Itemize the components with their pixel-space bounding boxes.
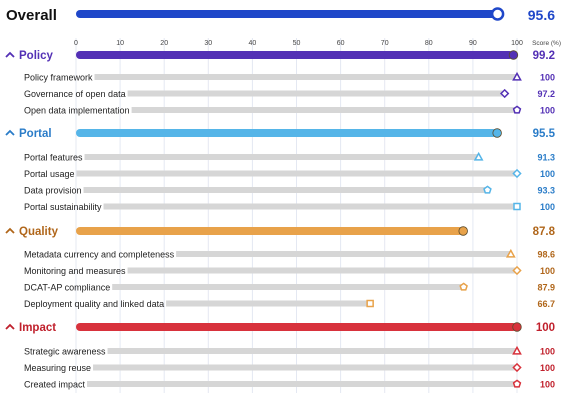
item-marker-diamond	[512, 265, 522, 276]
section-value-policy: 99.2	[533, 50, 555, 62]
item-bar	[76, 170, 517, 177]
item-marker-pentagon	[483, 185, 492, 194]
item-value: 91.3	[537, 153, 555, 163]
tick-label: 0	[74, 40, 78, 47]
item-label: DCAT-AP compliance	[24, 283, 110, 293]
tick-label: 10	[116, 40, 124, 47]
item-bar	[176, 251, 511, 257]
section-label-quality: Quality	[19, 226, 59, 238]
item-value: 87.9	[537, 283, 555, 293]
item-label: Deployment quality and linked data	[24, 299, 164, 309]
item-label: Portal sustainability	[24, 202, 102, 212]
item-label: Policy framework	[24, 73, 93, 83]
item-value: 66.7	[537, 299, 555, 309]
tick-label: 30	[204, 40, 212, 47]
item-bar	[107, 348, 517, 354]
item-bar	[103, 203, 517, 210]
overall-label: Overall	[6, 7, 57, 24]
item-label: Data provision	[24, 186, 82, 196]
item-label: Metadata currency and completeness	[24, 250, 175, 260]
item-marker-diamond	[499, 88, 510, 99]
item-value: 100	[540, 169, 555, 179]
tick-label: 60	[337, 40, 345, 47]
section-value-portal: 95.5	[533, 128, 556, 140]
item-value: 97.2	[537, 89, 555, 99]
section-value-quality: 87.8	[533, 226, 556, 238]
item-marker-square	[513, 202, 521, 211]
item-bar	[166, 300, 371, 307]
tick-label: 20	[160, 40, 168, 47]
item-value: 100	[540, 347, 555, 357]
overall-bar	[76, 10, 498, 18]
item-value: 100	[540, 202, 555, 212]
item-value: 100	[540, 73, 555, 83]
score-axis-label: Score (%)	[532, 40, 561, 47]
overall-value: 95.6	[528, 7, 555, 23]
item-value: 100	[540, 380, 555, 390]
section-label-portal: Portal	[19, 128, 52, 140]
chevron-up-icon[interactable]	[5, 51, 15, 58]
item-bar	[127, 90, 505, 97]
item-bar	[94, 74, 517, 80]
section-bar-portal	[76, 129, 498, 137]
tick-label: 70	[381, 40, 389, 47]
item-bar	[127, 267, 517, 274]
item-value: 98.6	[537, 250, 555, 260]
item-marker-triangle	[505, 248, 516, 258]
item-label: Monitoring and measures	[24, 266, 126, 276]
section-bar-policy	[76, 51, 514, 59]
item-bar	[131, 107, 517, 113]
item-marker-pentagon	[512, 105, 522, 114]
item-value: 93.3	[537, 186, 555, 196]
item-marker-square	[366, 299, 374, 308]
item-value: 100	[540, 363, 555, 373]
overall-marker	[490, 7, 505, 21]
item-marker-triangle	[473, 151, 484, 161]
section-value-impact: 100	[536, 322, 555, 334]
tick-label: 80	[425, 40, 433, 47]
section-bar-quality	[76, 227, 464, 235]
item-marker-diamond	[512, 362, 522, 373]
section-label-policy: Policy	[19, 50, 53, 62]
item-bar	[87, 381, 517, 387]
item-value: 100	[540, 266, 555, 276]
item-marker-pentagon	[459, 282, 468, 291]
section-marker-policy	[508, 50, 519, 60]
item-label: Measuring reuse	[24, 363, 91, 373]
tick-label: 90	[469, 40, 477, 47]
item-label: Governance of open data	[24, 89, 126, 99]
section-marker-portal	[492, 128, 502, 138]
item-bar	[84, 154, 479, 160]
item-label: Open data implementation	[24, 106, 130, 116]
section-marker-quality	[458, 226, 468, 236]
section-marker-impact	[512, 322, 522, 332]
item-label: Portal features	[24, 153, 83, 163]
item-marker-diamond	[512, 168, 522, 179]
item-marker-pentagon	[512, 379, 522, 388]
tick-label: 40	[249, 40, 257, 47]
chevron-up-icon[interactable]	[5, 323, 15, 330]
item-value: 100	[540, 106, 555, 116]
item-bar	[93, 364, 517, 371]
item-label: Created impact	[24, 380, 86, 390]
tick-label: 50	[293, 40, 301, 47]
chevron-up-icon[interactable]	[5, 227, 15, 234]
section-label-impact: Impact	[19, 322, 56, 334]
item-bar	[83, 187, 488, 193]
item-label: Portal usage	[24, 169, 75, 179]
item-label: Strategic awareness	[24, 347, 106, 357]
item-marker-triangle	[512, 71, 522, 81]
chevron-up-icon[interactable]	[5, 129, 15, 136]
item-marker-triangle	[512, 345, 522, 355]
section-bar-impact	[76, 323, 517, 331]
tick-label: 100	[511, 40, 523, 47]
item-bar	[112, 284, 464, 290]
